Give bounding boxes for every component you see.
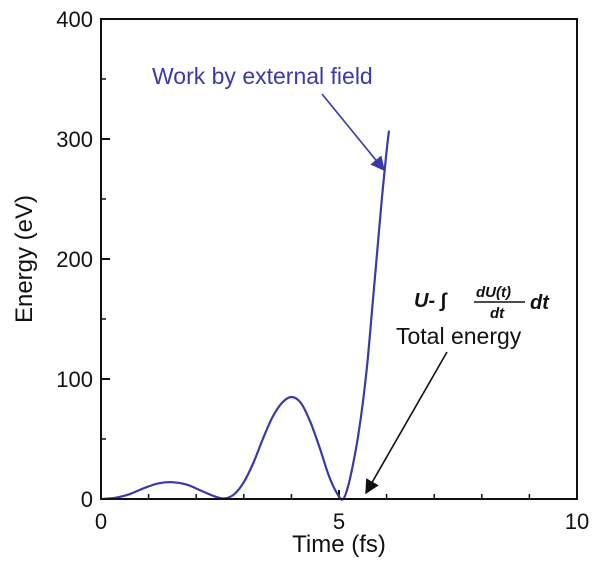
series-line-work-by-external-field [100,130,391,501]
x-tick-label: 10 [565,509,589,534]
annotation-work-arrow [321,93,385,172]
formula-numerator: dU(t) [476,284,511,301]
y-tick-label: 300 [56,127,93,152]
x-tick-label: 0 [95,509,107,534]
y-tick-label: 0 [81,487,93,512]
formula-left: U- ∫ [414,290,448,312]
annotation-total-energy-arrow [365,351,448,495]
y-tick-label: 100 [56,367,93,392]
annotation-total-energy-label: Total energy [396,323,522,349]
annotation-formula: U- ∫ dU(t) dt dt [414,284,550,322]
annotation-work-label: Work by external field [152,63,373,89]
formula-right: dt [530,292,550,314]
x-tick-label: 5 [333,509,345,534]
y-axis-ticks: 0 100 200 300 400 [56,7,110,512]
series-layer [100,130,391,501]
y-tick-label: 400 [56,7,93,32]
y-tick-label: 200 [56,247,93,272]
x-axis-title: Time (fs) [292,531,386,558]
x-axis-ticks: 0 5 10 [95,490,589,534]
plot-frame [100,18,578,500]
formula-denominator: dt [490,305,505,322]
y-axis-title: Energy (eV) [11,195,38,323]
